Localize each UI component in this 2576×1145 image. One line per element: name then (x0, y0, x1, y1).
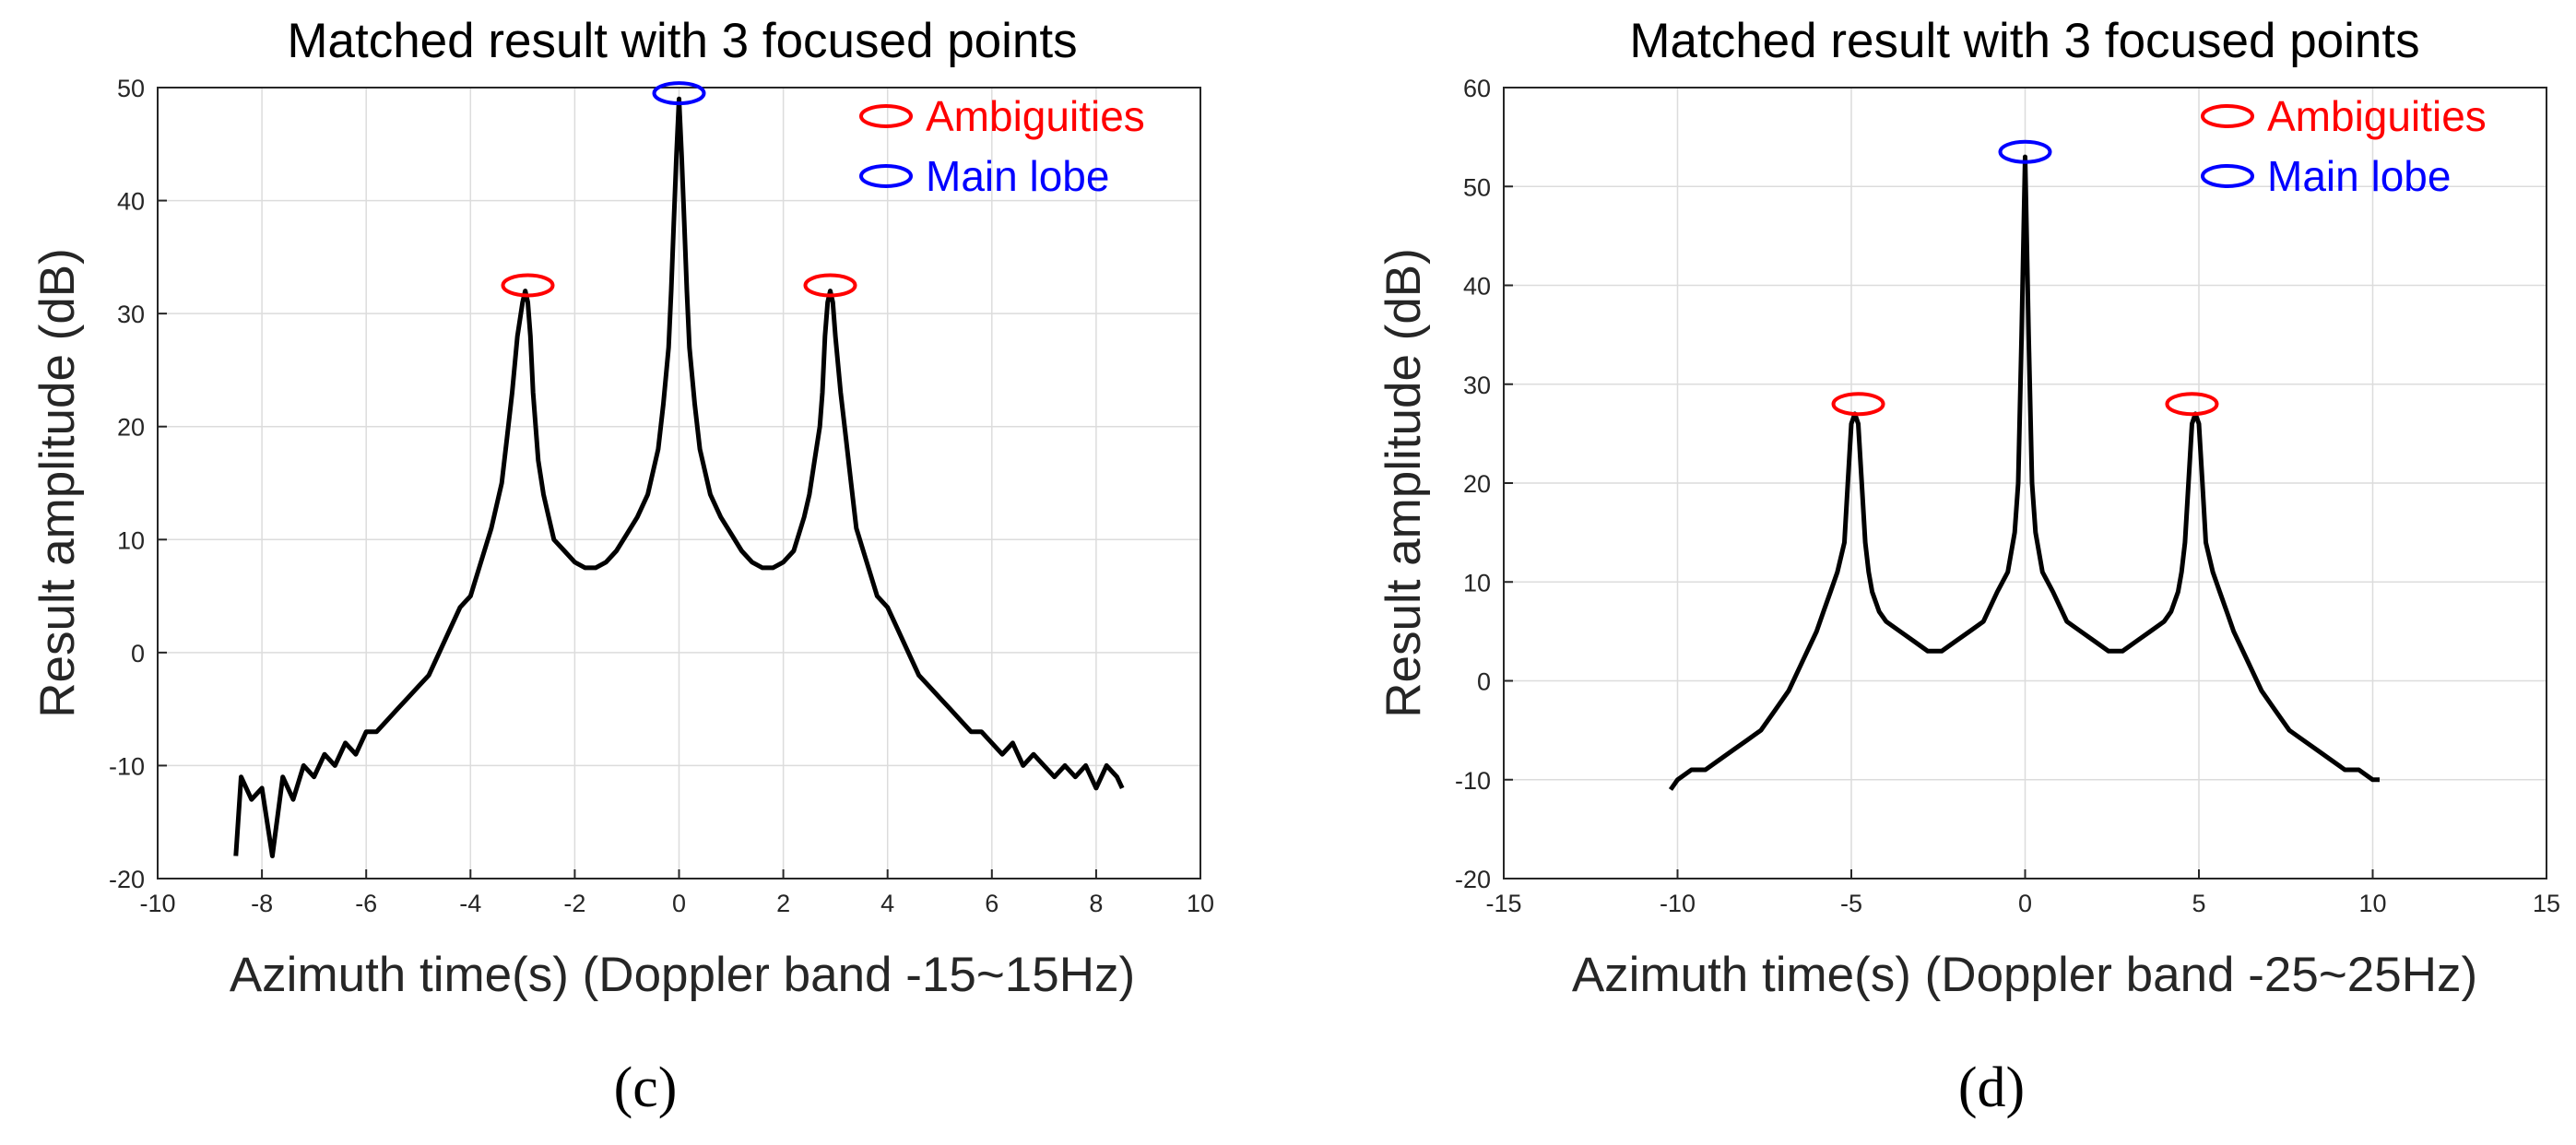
ambiguity-marker (803, 273, 857, 298)
x-axis-title: Azimuth time(s) (Doppler band -25~25Hz) (1572, 948, 2477, 1002)
y-tick-label: -20 (1455, 866, 1491, 893)
legend: Ambiguities Main lobe (2201, 92, 2487, 200)
x-tick-label: 8 (1089, 890, 1103, 917)
panel-label: (c) (614, 1056, 678, 1119)
x-tick-label: -15 (1485, 890, 1521, 917)
ambiguity-marker (501, 273, 555, 298)
x-tick-label: 10 (2358, 890, 2386, 917)
y-tick-label: 60 (1463, 75, 1491, 102)
chart-panel-c: Matched result with 3 focused points -10… (30, 14, 1214, 1119)
x-tick-label: 15 (2533, 890, 2560, 917)
x-axis-title: Azimuth time(s) (Doppler band -15~15Hz) (230, 948, 1135, 1002)
legend-ambiguities-marker (2201, 104, 2254, 128)
peak-markers (501, 81, 857, 298)
y-tick-label: 10 (117, 526, 145, 554)
legend-main-lobe-label: Main lobe (926, 152, 1109, 200)
y-tick-label: 0 (131, 640, 145, 667)
chart-panel-d: Matched result with 3 focused points -15… (1377, 14, 2560, 1119)
peak-markers (1831, 139, 2219, 417)
x-tick-label: 6 (985, 890, 998, 917)
legend-main-lobe-marker (859, 164, 913, 188)
x-tick-label: 4 (880, 890, 894, 917)
x-tick-label: 0 (2018, 890, 2032, 917)
legend-ambiguities-label: Ambiguities (2267, 92, 2487, 140)
ambiguity-marker (1831, 392, 1885, 417)
plot-area (157, 87, 1201, 879)
y-tick-label: 50 (1463, 173, 1491, 201)
y-tick-label: -10 (1455, 767, 1491, 795)
y-tick-label: 30 (1463, 372, 1491, 399)
x-tick-label: 10 (1187, 890, 1214, 917)
main-lobe-marker (1998, 139, 2052, 164)
legend: Ambiguities Main lobe (859, 92, 1145, 200)
x-tick-label: -5 (1840, 890, 1862, 917)
y-tick-labels: -20 -10 0 10 20 30 40 50 (109, 75, 145, 893)
y-tick-label: 40 (117, 188, 145, 216)
grid (157, 87, 1201, 879)
x-tick-label: -2 (563, 890, 585, 917)
x-tick-labels: -15 -10 -5 0 5 10 15 (1485, 890, 2560, 917)
y-tick-label: -10 (109, 752, 145, 780)
y-tick-label: 0 (1477, 668, 1491, 696)
legend-ambiguities-marker (859, 104, 913, 128)
x-tick-label: 2 (776, 890, 790, 917)
y-tick-label: -20 (109, 866, 145, 893)
series-line (1668, 154, 2380, 791)
legend-ambiguities-label: Ambiguities (926, 92, 1145, 140)
y-axis-title: Result amplitude (dB) (1377, 248, 1431, 718)
chart-title: Matched result with 3 focused points (287, 14, 1077, 68)
y-tick-label: 30 (117, 301, 145, 328)
x-tick-label: -4 (459, 890, 481, 917)
legend-main-lobe-label: Main lobe (2267, 152, 2451, 200)
x-tick-labels: -10 -8 -6 -4 -2 0 2 4 6 8 10 (139, 890, 1214, 917)
ambiguity-marker (2165, 392, 2219, 417)
series-line (233, 96, 1125, 858)
x-tick-label: 5 (2192, 890, 2205, 917)
main-lobe-marker (652, 81, 706, 106)
x-tick-label: -8 (251, 890, 273, 917)
chart-title: Matched result with 3 focused points (1629, 14, 2419, 68)
x-tick-label: -10 (1660, 890, 1696, 917)
y-tick-label: 50 (117, 75, 145, 102)
plot-area (1503, 87, 2547, 879)
y-axis-title: Result amplitude (dB) (30, 248, 85, 718)
y-tick-labels: -20 -10 0 10 20 30 40 50 60 (1455, 75, 1491, 893)
y-tick-label: 20 (117, 414, 145, 442)
y-tick-label: 10 (1463, 569, 1491, 596)
y-tick-label: 20 (1463, 470, 1491, 498)
y-tick-label: 40 (1463, 273, 1491, 301)
x-tick-label: 0 (672, 890, 686, 917)
legend-main-lobe-marker (2201, 164, 2254, 188)
x-tick-label: -6 (355, 890, 377, 917)
x-tick-label: -10 (139, 890, 175, 917)
panel-label: (d) (1958, 1056, 2025, 1119)
